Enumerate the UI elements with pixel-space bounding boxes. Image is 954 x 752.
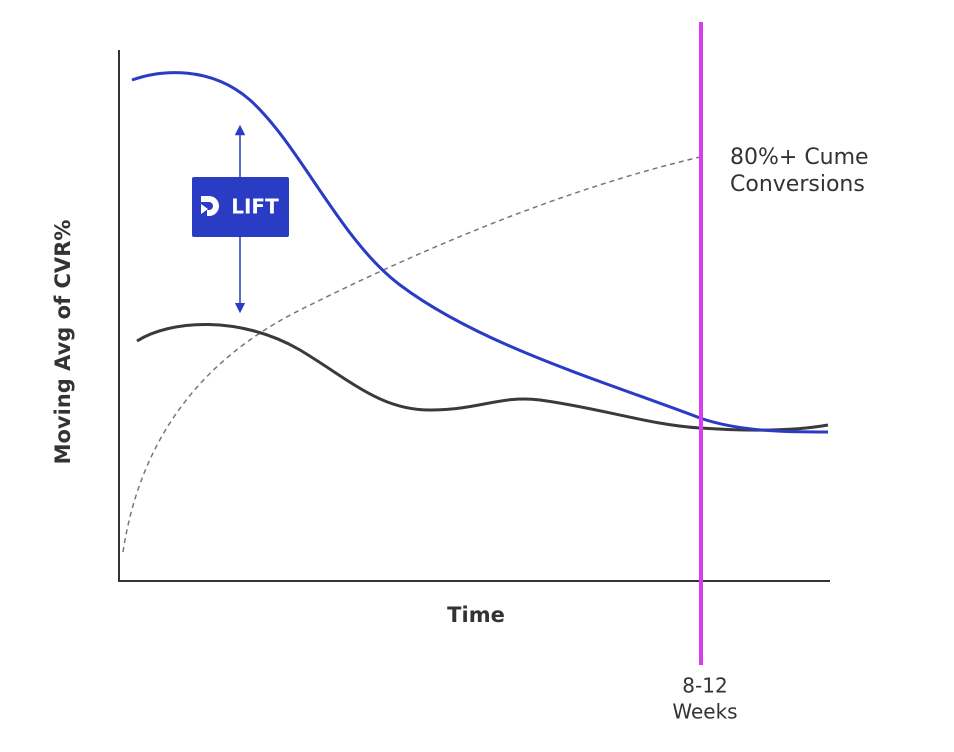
badge	[192, 177, 289, 237]
annotation: 80%+ Cume	[730, 145, 869, 170]
annotation: Conversions	[730, 172, 865, 197]
x-axis-label: Time	[447, 603, 505, 627]
marker-label: 8-12	[682, 674, 727, 698]
lift-curve	[131, 71, 829, 434]
y-axis-label: Moving Avg of CVR%	[51, 220, 75, 465]
marker-label: Weeks	[672, 700, 737, 724]
baseline-curve	[136, 323, 829, 432]
badge-label: LIFT	[231, 195, 279, 219]
badge-logo	[201, 196, 219, 216]
